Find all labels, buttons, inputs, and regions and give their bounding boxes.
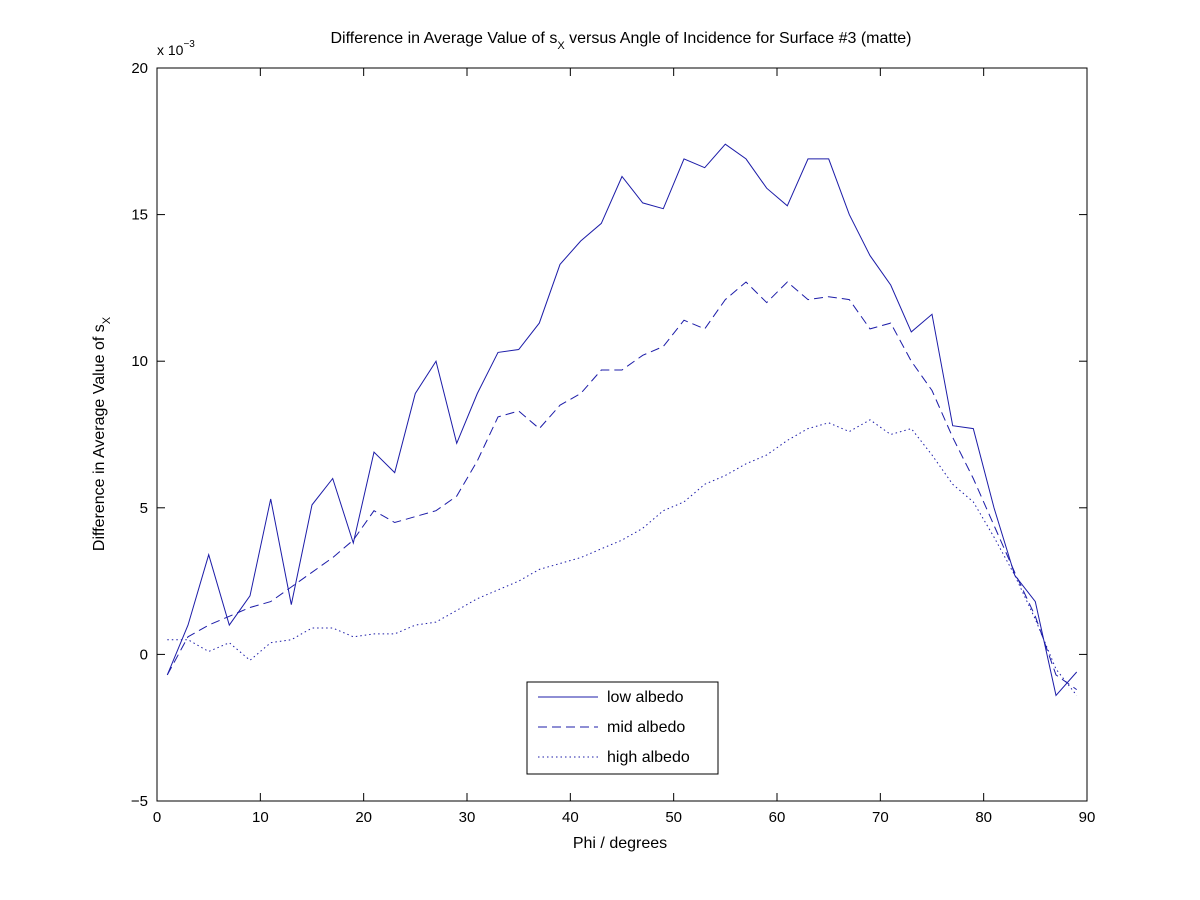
title-text-post: versus Angle of Incidence for Surface #3… (565, 30, 912, 47)
axes-box (156, 67, 1088, 802)
legend-label: low albedo (607, 689, 684, 706)
series-line-low-albedo (166, 143, 1078, 697)
x-tick-label: 90 (1079, 809, 1096, 826)
y-tick-label: 5 (140, 500, 148, 517)
title-text-sub: X (557, 40, 565, 52)
x-tick-label: 20 (355, 809, 372, 826)
x-tick-label: 60 (769, 809, 786, 826)
x-tick-label: 70 (872, 809, 889, 826)
series-line-mid-albedo (166, 281, 1077, 691)
x-tick-label: 50 (665, 809, 682, 826)
x-tick-label: 40 (562, 809, 579, 826)
y-tick-label: 10 (131, 353, 148, 370)
series-lines (166, 143, 1078, 697)
plot-area: 0 10 20 30 40 50 60 70 80 90 −5 0 5 10 15 20 (131, 60, 1095, 826)
x-tick-label: 80 (975, 809, 992, 826)
x-tick-label: 10 (252, 809, 269, 826)
legend-label: high albedo (607, 749, 690, 766)
x-tick-label: 0 (153, 809, 161, 826)
y-tick-label: 20 (131, 60, 148, 77)
title-text-pre: Difference in Average Value of s (331, 30, 558, 47)
y-tick-label: −5 (131, 793, 148, 810)
axis-ticks: 0 10 20 30 40 50 60 70 80 90 −5 0 5 10 15 20 (131, 60, 1095, 826)
chart-title: Difference in Average Value of sX versus… (331, 30, 912, 52)
y-label-text-pre: Difference in Average Value of s (91, 324, 108, 551)
y-multiplier-base: x 10 (157, 42, 184, 58)
y-axis-multiplier: x 10−3 (157, 39, 195, 58)
x-tick-label: 30 (459, 809, 476, 826)
x-axis-label: Phi / degrees (573, 835, 667, 852)
legend: low albedo mid albedo high albedo (526, 681, 719, 775)
y-label-text-sub: X (101, 316, 113, 324)
y-axis-label: Difference in Average Value of sX (91, 316, 113, 551)
legend-label: mid albedo (607, 719, 685, 736)
y-multiplier-exponent: −3 (183, 39, 195, 50)
y-tick-label: 0 (140, 646, 148, 663)
y-tick-label: 15 (131, 207, 148, 224)
